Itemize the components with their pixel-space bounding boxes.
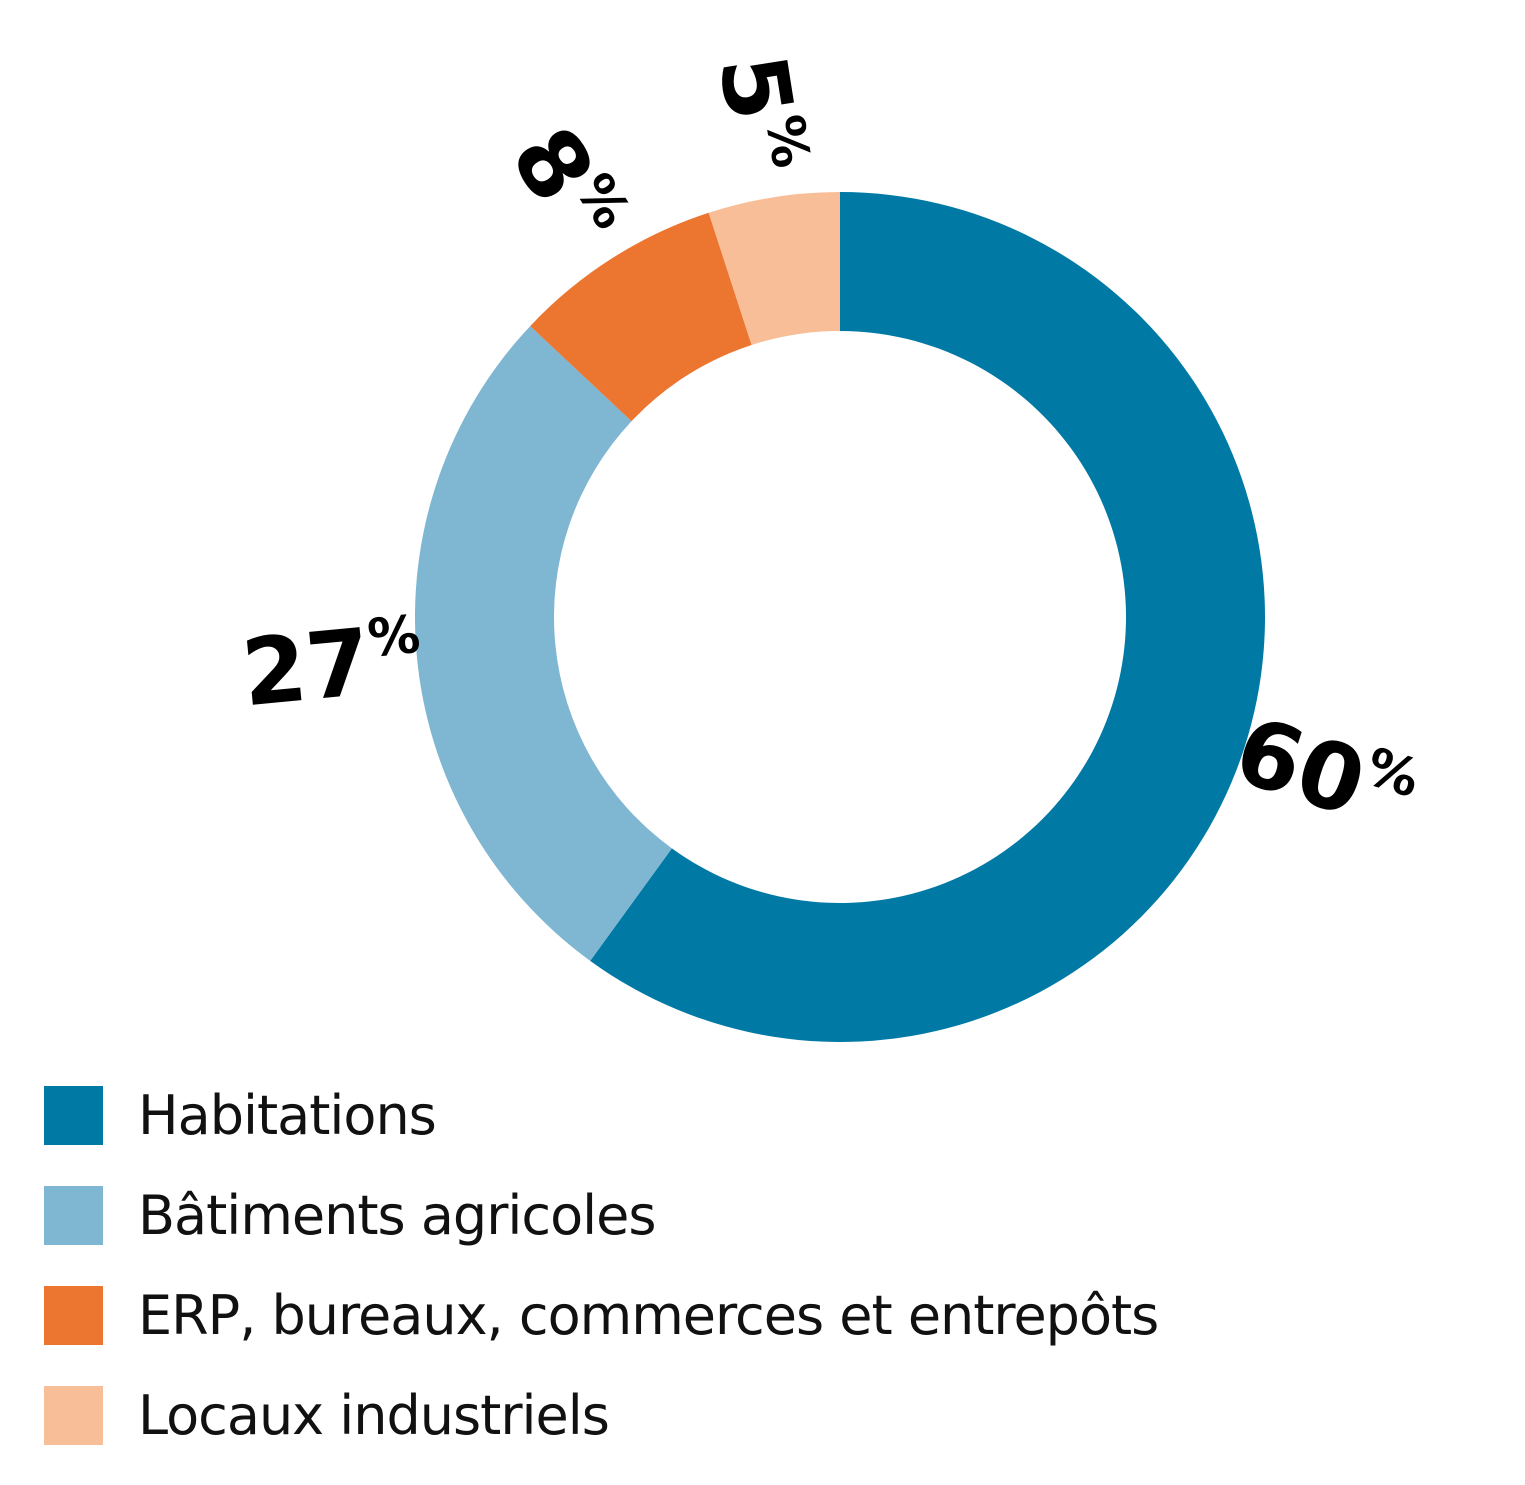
pct-label-batiments-agricoles: 27% [238,603,427,727]
pct-value: 27 [238,608,376,727]
legend-item-locaux-industriels: Locaux industriels [44,1383,1504,1447]
legend-swatch-erp-bureaux [44,1285,103,1345]
pct-sign: % [365,605,423,670]
donut-slice-erp-bureaux-commerces-et-entrepots [530,212,752,422]
svg-text:27%: 27% [238,603,427,726]
legend-label-erp-bureaux: ERP, bureaux, commerces et entrepôts [138,1283,1159,1347]
legend-label-batiments-agricoles: Bâtiments agricoles [138,1183,656,1247]
legend-swatch-habitations [44,1085,103,1145]
chart-legend: Habitations Bâtiments agricoles ERP, bur… [44,1083,1504,1485]
svg-text:5%: 5% [698,48,822,179]
pct-label-erp-bureaux-commerces-et-entrepots: 8% [490,109,643,264]
donut-slice-locaux-industriels [708,192,840,345]
legend-label-locaux-industriels: Locaux industriels [138,1383,610,1447]
donut-chart-svg: 60% 27% 8% 5% [238,48,1427,1042]
legend-swatch-batiments-agricoles [44,1185,103,1245]
svg-text:60%: 60% [1223,696,1427,853]
donut-slice-habitations [590,191,1266,1042]
legend-item-batiments-agricoles: Bâtiments agricoles [44,1183,1504,1247]
legend-item-erp-bureaux: ERP, bureaux, commerces et entrepôts [44,1283,1504,1347]
pct-sign: % [753,111,820,172]
legend-item-habitations: Habitations [44,1083,1504,1147]
legend-swatch-locaux-industriels [44,1385,103,1445]
donut-chart: 60% 27% 8% 5% [238,48,1427,1042]
svg-text:8%: 8% [490,109,643,264]
donut-slice-batiments-agricoles [415,326,672,961]
pct-label-locaux-industriels: 5% [698,48,822,179]
pct-label-habitations: 60% [1223,696,1427,853]
legend-label-habitations: Habitations [138,1083,437,1147]
